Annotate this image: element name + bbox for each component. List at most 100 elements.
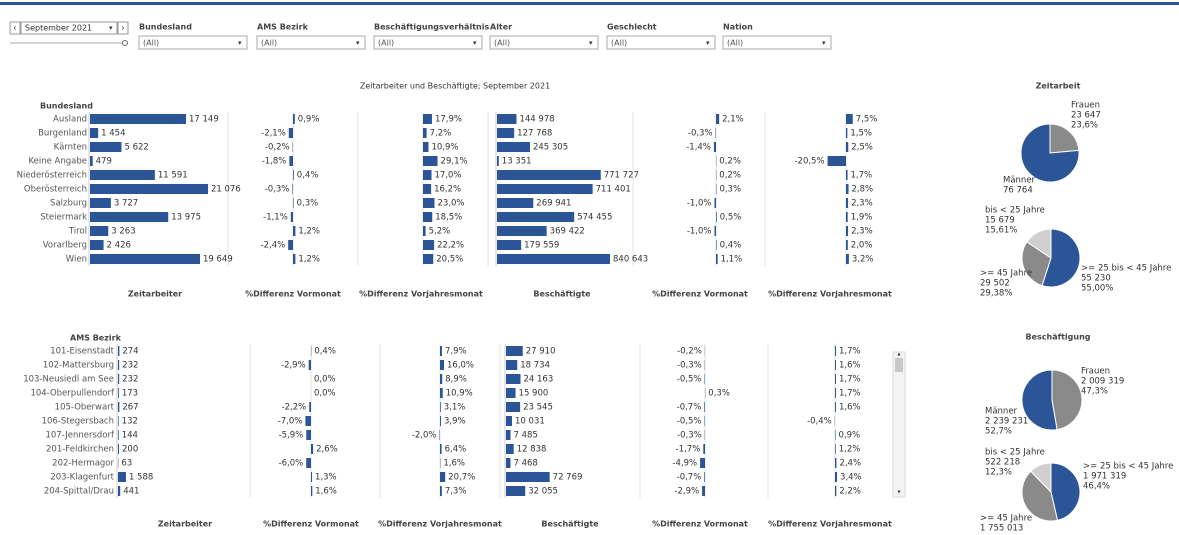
row-label: Ausland — [53, 115, 87, 125]
value-label: 0,2% — [719, 171, 741, 181]
diff-bar — [306, 458, 311, 468]
diff-bar — [293, 198, 294, 208]
row-label: Vorarlberg — [43, 241, 87, 251]
pie-slice[interactable] — [1050, 462, 1081, 521]
next-button[interactable] — [117, 21, 129, 35]
value-label: 16,2% — [434, 185, 461, 195]
column-header: Zeitarbeiter — [128, 290, 182, 299]
filter-dropdown[interactable] — [722, 35, 832, 50]
diff-bar — [423, 254, 434, 264]
diff-bar — [305, 416, 311, 426]
slice-share: 55,00% — [1081, 284, 1113, 294]
diff-bar — [827, 156, 846, 166]
bar — [118, 374, 120, 384]
diff-bar — [716, 240, 717, 250]
value-label: 5,2% — [429, 227, 451, 237]
pie-slice[interactable] — [1021, 470, 1059, 522]
pie-slice[interactable] — [1051, 369, 1083, 431]
row-label: 106-Stegersbach — [42, 417, 114, 427]
pie-slice[interactable] — [1030, 462, 1052, 494]
value-label: 8,9% — [445, 375, 467, 385]
bar — [90, 142, 122, 152]
value-label: 479 — [96, 157, 112, 167]
filter-dropdown[interactable] — [606, 35, 716, 50]
value-label: 840 643 — [613, 255, 648, 265]
diff-bar — [846, 170, 848, 180]
value-label: 1,1% — [721, 255, 743, 265]
diff-bar — [846, 240, 848, 250]
diff-bar — [292, 184, 293, 194]
value-label: 0,0% — [314, 375, 336, 385]
row-label: Niederösterreich — [17, 171, 87, 181]
pie-group-title: Beschäftigung — [1025, 333, 1090, 342]
filter-value: (All) — [261, 39, 277, 48]
row-label: 204-Spittal/Drau — [44, 487, 114, 497]
bar — [118, 388, 119, 398]
date-box[interactable] — [20, 21, 118, 35]
pie-slice[interactable] — [1026, 228, 1052, 259]
date-control[interactable]: ‹ September 2021 ▾ › — [9, 21, 129, 46]
filter-dropdown[interactable] — [256, 35, 366, 50]
filter-dropdown[interactable] — [489, 35, 599, 50]
diff-bar — [846, 128, 848, 138]
bar — [506, 374, 521, 384]
column-header: %Differenz Vormonat — [245, 290, 341, 299]
value-label: 3,9% — [444, 417, 466, 427]
pie-slice[interactable] — [1041, 228, 1081, 288]
value-label: 3,1% — [444, 403, 466, 413]
diff-bar — [704, 416, 705, 426]
value-label: 1,2% — [839, 445, 861, 455]
scroll-down[interactable]: ▾ — [897, 489, 900, 496]
bar — [506, 430, 511, 440]
value-label: 369 422 — [550, 227, 585, 237]
prev-button[interactable] — [9, 21, 21, 35]
bar — [497, 156, 499, 166]
diff-bar — [713, 142, 716, 152]
value-label: 10,9% — [446, 389, 473, 399]
filter-dropdown[interactable] — [138, 35, 248, 50]
diff-bar — [423, 142, 429, 152]
slice-name: >= 45 Jahre — [980, 269, 1032, 279]
bar — [90, 128, 99, 138]
column-header: %Differenz Vormonat — [652, 290, 748, 299]
scrollbar[interactable] — [892, 351, 906, 498]
value-label: 1,7% — [839, 375, 861, 385]
value-label: -2,9% — [281, 361, 306, 371]
value-label: 21 076 — [211, 185, 241, 195]
diff-bar — [308, 360, 311, 370]
value-label: 0,3% — [297, 199, 319, 209]
slice-share: 12,3% — [985, 468, 1012, 478]
value-label: -0,5% — [677, 375, 702, 385]
pie-slice[interactable] — [1021, 241, 1052, 287]
pie-slice[interactable] — [1021, 369, 1058, 431]
diff-bar — [311, 472, 313, 482]
value-label: 5 622 — [124, 143, 148, 153]
row-label: 104-Oberpullendorf — [30, 389, 115, 399]
scroll-up[interactable]: ▴ — [897, 351, 900, 358]
value-label: 3,4% — [840, 473, 862, 483]
value-label: 23,0% — [438, 199, 465, 209]
bar — [506, 458, 511, 468]
bar — [506, 388, 516, 398]
value-label: 0,4% — [297, 171, 319, 181]
diff-bar — [290, 212, 293, 222]
value-label: 0,0% — [314, 389, 336, 399]
scrollbar-thumb[interactable] — [895, 358, 903, 372]
value-label: -0,7% — [677, 403, 702, 413]
value-label: 72 769 — [553, 473, 583, 483]
slice-value: 1 971 319 — [1083, 472, 1126, 482]
filter-dropdown[interactable] — [373, 35, 483, 50]
diff-bar — [288, 128, 293, 138]
value-label: 3,2% — [852, 255, 874, 265]
value-label: 13 975 — [171, 213, 201, 223]
value-label: 19 649 — [203, 255, 233, 265]
bar — [506, 346, 523, 356]
value-label: -4,9% — [672, 459, 697, 469]
row-label: 202-Hermagor — [52, 459, 114, 469]
pie-slice[interactable] — [1020, 123, 1080, 183]
slider-handle[interactable] — [122, 40, 128, 46]
value-label: 24 163 — [523, 375, 553, 385]
pie-slice[interactable] — [1049, 123, 1080, 154]
value-label: 1,6% — [839, 361, 861, 371]
dropdown-icon: ▾ — [356, 39, 360, 47]
